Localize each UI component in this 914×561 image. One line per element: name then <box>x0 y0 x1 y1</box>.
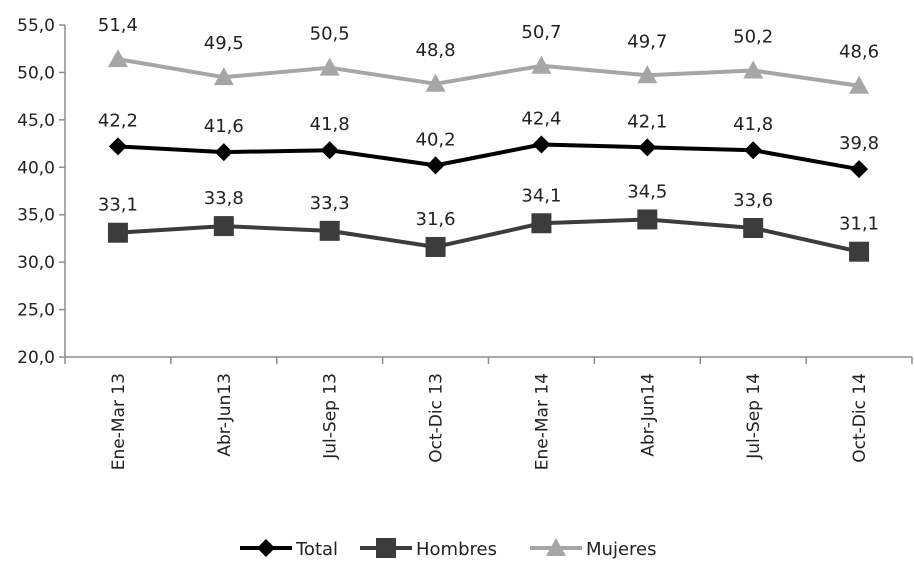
x-tick-label: Jul-Sep 13 <box>321 373 341 460</box>
legend-item-hombres: Hombres <box>360 538 497 560</box>
data-label-hombres: 33,1 <box>98 195 138 216</box>
series-line-mujeres <box>117 57 860 88</box>
data-point-mujeres <box>425 73 446 92</box>
data-point-mujeres <box>107 49 128 68</box>
data-point-mujeres <box>213 67 234 86</box>
data-point-mujeres <box>743 60 764 79</box>
legend-label-mujeres: Mujeres <box>586 539 656 560</box>
data-label-total: 41,8 <box>733 114 773 135</box>
data-label-mujeres: 49,7 <box>627 31 667 52</box>
x-tick-label: Jul-Sep 14 <box>744 373 764 460</box>
data-point-total <box>638 138 657 157</box>
data-label-total: 40,2 <box>416 129 456 150</box>
x-tick-label: Oct-Dic 14 <box>850 373 870 463</box>
legend-label-total: Total <box>295 539 338 560</box>
data-point-total <box>108 137 127 156</box>
legend-item-total: Total <box>240 539 338 560</box>
x-tick-label: Oct-Dic 13 <box>427 373 447 463</box>
data-label-mujeres: 49,5 <box>204 33 244 54</box>
data-label-hombres: 34,1 <box>521 185 561 206</box>
data-label-total: 39,8 <box>839 133 879 154</box>
data-label-hombres: 31,6 <box>416 209 456 230</box>
data-label-hombres: 33,6 <box>733 190 773 211</box>
data-label-mujeres: 48,6 <box>839 42 879 63</box>
x-tick-label: Ene-Mar 14 <box>532 373 552 470</box>
y-tick-label: 20,0 <box>17 348 55 368</box>
series-mujeres <box>107 49 870 94</box>
data-label-mujeres: 50,5 <box>310 24 350 45</box>
x-tick-label: Abr-Jun13 <box>215 373 235 457</box>
legend-marker-total <box>257 539 275 557</box>
legend-item-mujeres: Mujeres <box>530 538 656 560</box>
data-point-total <box>426 156 445 175</box>
data-label-total: 41,8 <box>310 114 350 135</box>
data-labels: 51,4 49,5 50,5 48,8 50,7 49,7 50,2 48,6 33,1 33,8… <box>98 15 879 235</box>
data-point-hombres <box>319 220 340 241</box>
y-tick-label: 55,0 <box>17 16 55 36</box>
chart-legend: Total Hombres Mujeres <box>240 538 656 560</box>
series-line-total <box>117 142 860 172</box>
x-tick-label: Abr-Jun14 <box>638 373 658 457</box>
data-point-mujeres <box>637 65 658 84</box>
legend-label-hombres: Hombres <box>416 539 497 560</box>
legend-marker-hombres <box>376 538 396 558</box>
data-point-total <box>744 141 763 160</box>
data-label-total: 42,1 <box>627 111 667 132</box>
data-label-total: 42,2 <box>98 110 138 131</box>
y-tick-label: 25,0 <box>17 301 55 321</box>
data-label-hombres: 33,3 <box>310 193 350 214</box>
series-line-hombres <box>117 217 860 254</box>
data-point-total <box>532 135 551 154</box>
data-label-total: 41,6 <box>204 116 244 137</box>
data-label-mujeres: 50,2 <box>733 27 773 48</box>
series-total <box>108 135 869 179</box>
data-point-hombres <box>849 241 870 262</box>
data-point-hombres <box>531 213 552 234</box>
data-point-hombres <box>743 217 764 238</box>
data-label-mujeres: 50,7 <box>521 22 561 43</box>
chart-axes: 20,0 25,0 30,0 35,0 40,0 45,0 50,0 55,0 Ene-Mar … <box>17 16 913 470</box>
y-tick-label: 40,0 <box>17 158 55 178</box>
chart-series <box>107 49 870 262</box>
data-label-total: 42,4 <box>521 109 561 130</box>
data-point-mujeres <box>531 55 552 74</box>
data-point-total <box>850 160 869 179</box>
data-label-hombres: 31,1 <box>839 214 879 235</box>
data-point-hombres <box>637 209 658 230</box>
data-point-hombres <box>213 216 234 237</box>
data-point-hombres <box>425 236 446 257</box>
y-tick-label: 35,0 <box>17 206 55 226</box>
legend-marker-mujeres <box>546 538 566 556</box>
data-label-mujeres: 51,4 <box>98 15 138 36</box>
data-label-hombres: 34,5 <box>627 181 667 202</box>
series-hombres <box>107 209 870 262</box>
x-tick-label: Ene-Mar 13 <box>109 373 129 470</box>
y-tick-label: 45,0 <box>17 111 55 131</box>
y-tick-label: 50,0 <box>17 63 55 83</box>
data-point-mujeres <box>849 75 870 94</box>
data-point-mujeres <box>319 57 340 76</box>
data-label-hombres: 33,8 <box>204 188 244 209</box>
data-label-mujeres: 48,8 <box>416 40 456 61</box>
data-point-total <box>214 143 233 162</box>
y-tick-label: 30,0 <box>17 253 55 273</box>
data-point-hombres <box>107 222 128 243</box>
data-point-total <box>320 141 339 160</box>
